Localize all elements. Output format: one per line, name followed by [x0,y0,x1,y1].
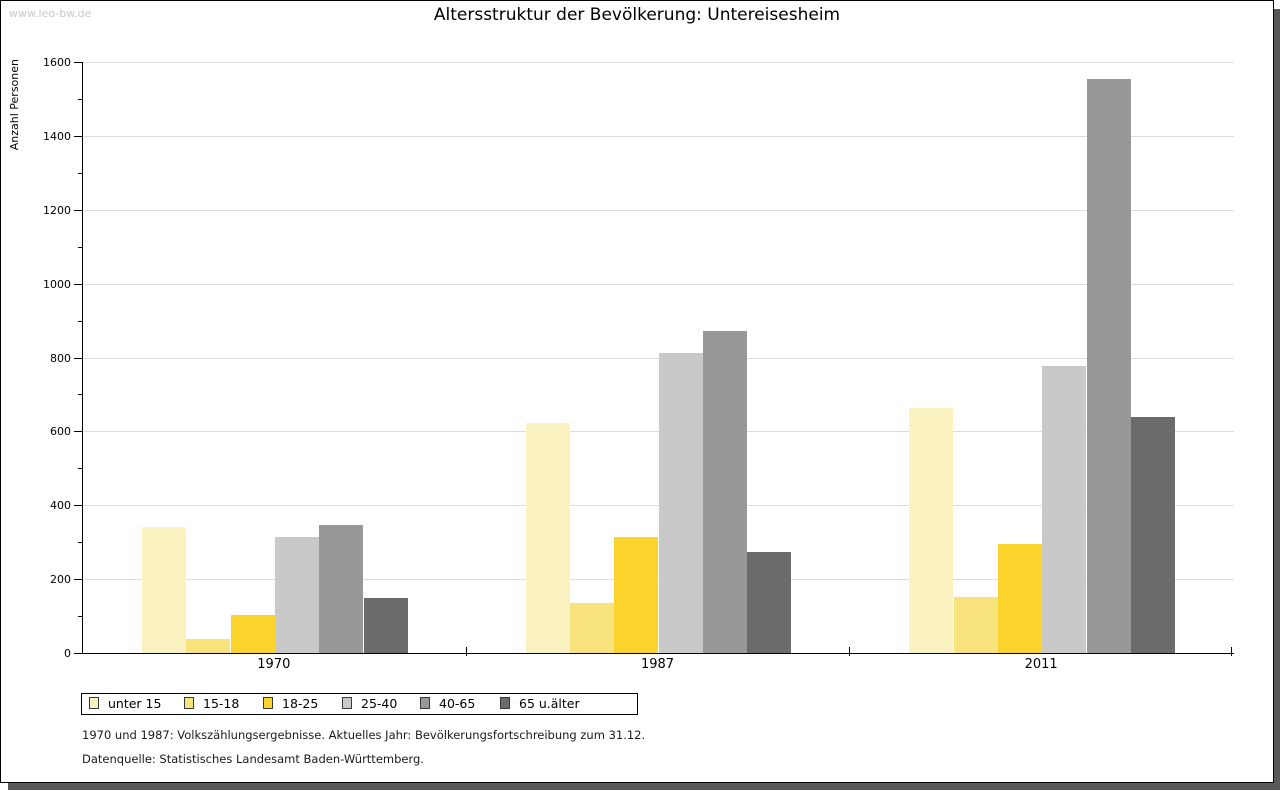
y-major-tick-600 [74,431,82,433]
gridline-1000 [83,283,1234,285]
legend-swatch-icon [420,697,430,709]
watermark: www.leo-bw.de [9,7,92,20]
y-minor-tick-900 [78,320,82,322]
bar-25-40-1987 [658,353,703,653]
legend-label: 25-40 [361,696,398,711]
bar-25-40-2011 [1042,366,1087,653]
bar-40-65-1970 [319,525,364,653]
x-tick-label-2011: 2011 [1024,657,1058,672]
y-major-tick-1000 [74,283,82,285]
bar-15-18-1987 [569,603,615,653]
y-minor-tick-1500 [78,98,82,100]
bar-18-25-2011 [997,544,1043,653]
legend-label: 65 u.älter [519,696,580,711]
legend-label: 18-25 [282,696,319,711]
y-tick-label-1000: 1000 [43,277,71,291]
bar-unter-15-2011 [909,408,954,653]
legend-swatch-icon [89,697,99,709]
y-tick-label-800: 800 [50,351,71,365]
y-major-tick-1400 [74,135,82,137]
y-minor-tick-100 [78,616,82,618]
y-major-tick-1600 [74,62,82,63]
legend-label: 40-65 [439,696,476,711]
y-minor-tick-500 [78,468,82,470]
plot-area [82,62,1234,654]
y-major-tick-1200 [74,209,82,211]
legend-swatch-icon [342,697,352,709]
y-tick-label-1200: 1200 [43,203,71,217]
gridline-1200 [83,209,1234,211]
x-tick-label-1970: 1970 [257,657,291,672]
legend-swatch-icon [263,697,273,709]
y-tick-label-1600: 1600 [43,56,71,69]
x-boundary-tick-3 [1231,647,1232,656]
x-tick-label-1987: 1987 [640,657,675,672]
y-minor-tick-1100 [78,246,82,248]
y-minor-tick-1300 [78,172,82,174]
y-axis-label: Anzahl Personen [8,59,21,151]
y-major-tick-200 [74,579,82,581]
y-tick-label-0: 0 [64,647,71,660]
y-minor-tick-300 [78,542,82,544]
y-tick-label-400: 400 [50,499,71,513]
bar-15-18-1970 [186,638,231,653]
y-minor-tick-700 [78,394,82,396]
bar-65-u-lter-2011 [1130,417,1176,653]
bar-65-u-lter-1987 [747,552,792,653]
bar-unter-15-1970 [141,527,187,653]
legend-label: 15-18 [203,696,240,711]
y-tick-label-200: 200 [50,573,71,587]
bar-unter-15-1987 [525,423,570,653]
bar-40-65-1987 [702,330,748,653]
y-tick-label-1400: 1400 [43,129,71,143]
legend-swatch-icon [500,697,510,709]
bar-25-40-1970 [274,537,320,653]
gridline-1600 [83,62,1234,63]
y-major-tick-400 [74,505,82,507]
y-major-tick-800 [74,357,82,359]
chart-title: Altersstruktur der Bevölkerung: Untereis… [433,5,841,25]
legend: unter 15 15-18 18-25 25-40 40-65 65 u.älter [81,693,638,715]
footnote-line1: 1970 und 1987: Volkszählungsergebnisse. … [82,728,646,742]
bar-15-18-2011 [953,596,998,653]
bar-18-25-1987 [614,536,659,653]
x-boundary-tick-1 [465,647,467,656]
bar-18-25-1970 [230,614,275,653]
y-major-tick-0 [74,653,82,654]
legend-label: unter 15 [108,696,162,711]
gridline-1400 [83,135,1234,137]
footnote-line2: Datenquelle: Statistisches Landesamt Bad… [82,752,424,766]
bar-65-u-lter-1970 [363,597,408,653]
x-boundary-tick-2 [849,647,851,656]
bar-40-65-2011 [1086,79,1131,653]
legend-swatch-icon [184,697,194,709]
y-tick-label-600: 600 [50,425,71,439]
